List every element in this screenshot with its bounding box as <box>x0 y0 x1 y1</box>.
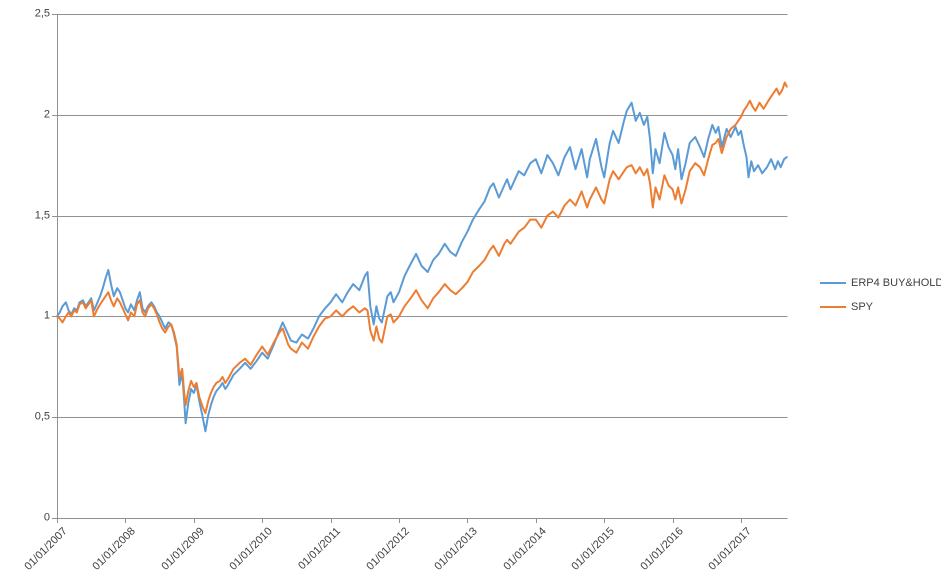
legend: ERP4 BUY&HOLD SPY <box>820 275 941 323</box>
legend-item-erp4-buyhold[interactable]: ERP4 BUY&HOLD <box>820 275 941 291</box>
series-line-spy[interactable] <box>56 81 788 415</box>
legend-line-swatch-spy <box>820 306 846 308</box>
y-axis-label: 0,5 <box>34 410 50 423</box>
y-axis-label: 0 <box>43 511 50 524</box>
y-axis-label: 1 <box>43 309 50 322</box>
legend-label-erp4: ERP4 BUY&HOLD <box>851 277 941 289</box>
y-axis-label: 2 <box>43 108 50 121</box>
legend-line-swatch-erp4 <box>820 282 846 284</box>
legend-label-spy: SPY <box>851 301 874 313</box>
series-line-erp4-buy-hold[interactable] <box>56 101 788 433</box>
y-axis-label: 1,5 <box>34 209 50 222</box>
legend-item-spy[interactable]: SPY <box>820 299 941 315</box>
y-axis-label: 2,5 <box>34 7 50 20</box>
